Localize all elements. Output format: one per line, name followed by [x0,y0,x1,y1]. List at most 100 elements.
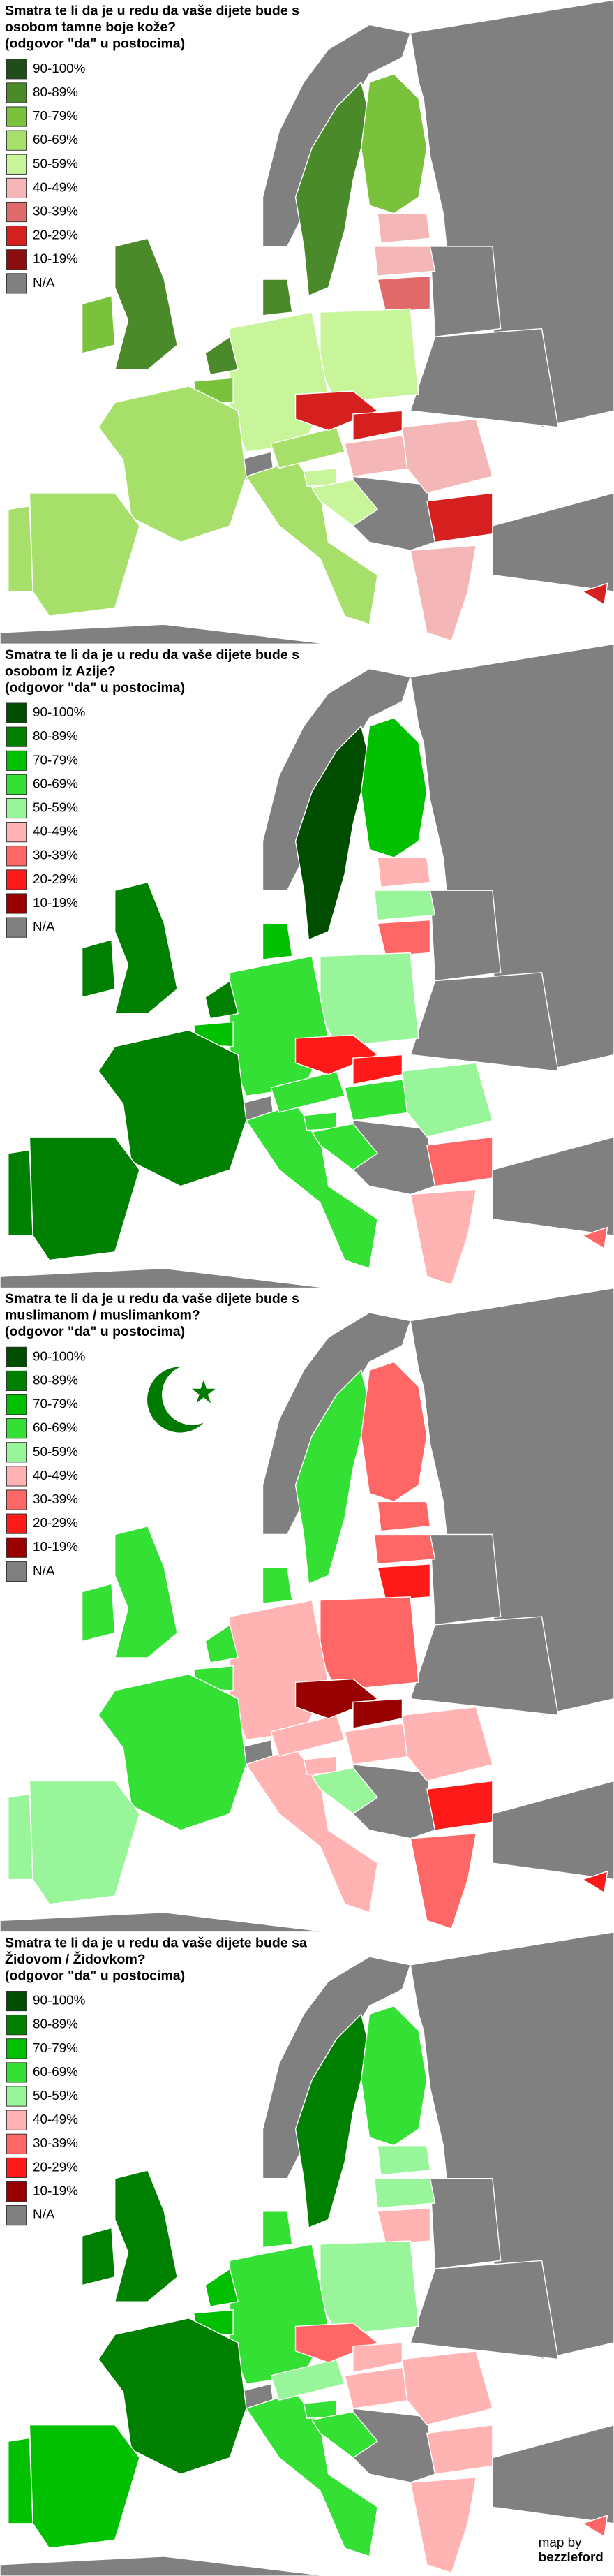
country [581,582,608,606]
country [310,1123,379,1171]
map-credit: bezzleford [539,2549,604,2564]
legend-label: 70-79% [33,2040,78,2055]
legend-swatch [6,2181,27,2202]
legend-swatch [6,201,27,223]
legend-swatch [6,226,27,246]
star-icon [188,1376,218,1406]
country [8,1149,33,1237]
star-of-david-icon [150,1996,204,2045]
non-eu-land [0,1267,329,1289]
non-eu-land [410,2260,559,2360]
legend-swatch [6,726,27,747]
country [426,1780,493,1831]
country [360,73,428,214]
star-of-david-icon [150,2013,204,2061]
legend-swatch [6,154,27,175]
country [360,1361,428,1503]
legend-label: 90-100% [33,705,86,719]
panel-title: (odgovor "da" u postocima) [5,1968,185,1983]
country [81,939,116,999]
legend-label: 20-29% [33,2159,78,2174]
country [270,1070,346,1113]
country [114,1525,178,1658]
legend-label: 50-59% [33,2088,78,2103]
legend-swatch [6,130,27,151]
non-eu-land [410,327,559,428]
country [29,1136,140,1261]
legend-label: 40-49% [33,179,78,194]
country [81,1583,116,1642]
country [377,857,431,888]
country [310,1767,379,1815]
panel-title: (odgovor "da" u postocima) [5,1324,185,1339]
country [344,434,412,478]
country [426,2424,493,2475]
legend-swatch [6,797,27,819]
legend-label: 60-69% [33,132,78,147]
legend-swatch [6,917,27,938]
legend-label: 80-89% [33,2017,78,2031]
country [229,2243,329,2385]
country [98,1029,247,1187]
legend-swatch [6,2205,27,2226]
non-eu-land [429,2177,502,2269]
legend-swatch [6,82,27,103]
country [581,1870,608,1894]
legend-label: 70-79% [33,108,78,123]
panel-title: muslimanom / muslimankom? [5,1308,200,1323]
country [204,336,239,376]
legend-swatch [6,2133,27,2154]
legend-swatch [6,1489,27,1510]
country [229,1599,329,1741]
legend-swatch [6,1561,27,1582]
country [8,1793,33,1881]
country [270,2358,346,2401]
country [310,2411,379,2459]
country [360,717,428,858]
legend-swatch [6,2062,27,2083]
country [98,385,247,543]
legend-label: 40-49% [33,2112,78,2126]
non-eu-land [492,1780,614,1881]
country [320,1596,419,1691]
legend-label: 10-19% [33,1539,78,1554]
non-eu-land [0,1911,329,1933]
country [344,2367,412,2409]
panel-title: (odgovor "da" u postocima) [5,36,185,52]
legend-label: 40-49% [33,824,78,839]
non-eu-land [492,2424,614,2524]
legend-label: 70-79% [33,752,78,767]
country [581,1226,608,1250]
country [410,1188,477,1286]
legend-swatch [6,822,27,843]
legend-label: 90-100% [33,61,86,75]
legend-swatch [6,2038,27,2059]
legend-swatch [6,273,27,294]
legend-label: 60-69% [33,776,78,790]
country [114,237,178,371]
legend-swatch [6,1394,27,1415]
country [377,919,431,957]
panel-title: osobom iz Azije? [5,663,116,679]
country [377,213,431,244]
country [262,279,293,316]
legend-swatch [6,59,27,80]
country [29,492,140,617]
country [320,2240,419,2335]
legend-label: 70-79% [33,1397,78,1411]
legend-swatch [6,2110,27,2130]
country [360,2005,428,2147]
country [581,2515,608,2538]
non-eu-land [410,1616,559,1716]
country [270,426,346,469]
legend-swatch [6,1513,27,1534]
crescent-icon [147,1367,204,1433]
non-eu-land [429,1533,502,1626]
non-eu-land [429,890,502,982]
legend-label: 60-69% [33,1420,78,1435]
legend-swatch [6,1370,27,1392]
non-eu-land [0,2556,329,2576]
legend-swatch [6,1537,27,1558]
panel-title: osobom tamne boje kože? [5,20,176,35]
map-panel: Smatra te li da je u redu da vaše dijete… [0,1931,614,2576]
